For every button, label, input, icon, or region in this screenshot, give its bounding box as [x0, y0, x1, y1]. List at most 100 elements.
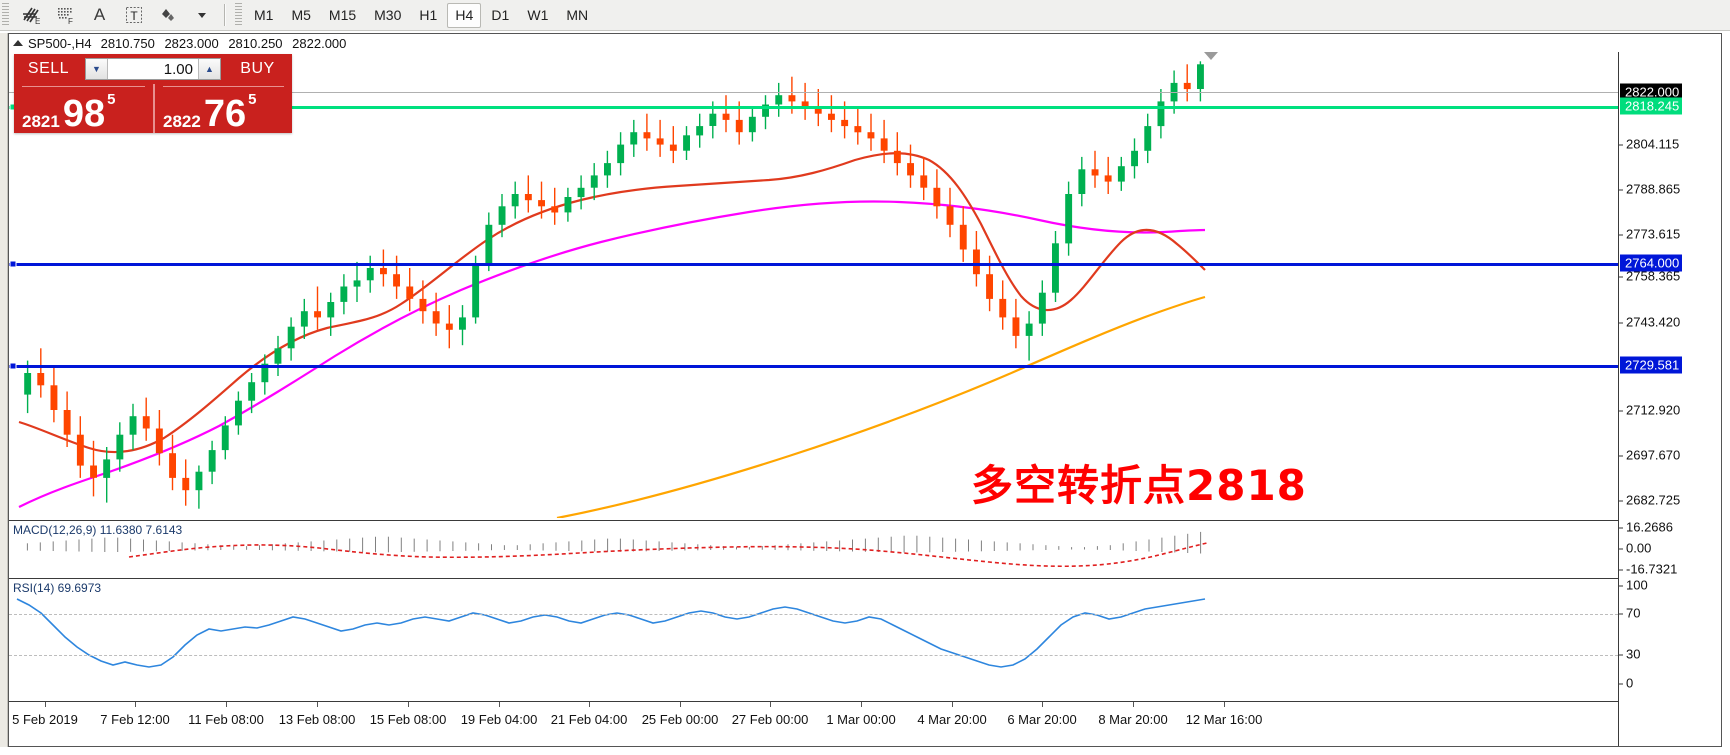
timeframe-h1[interactable]: H1	[419, 7, 438, 23]
ohlc-high: 2823.000	[164, 35, 219, 51]
price-badge: 2818.245	[1620, 97, 1683, 115]
timeframe-m5[interactable]: M5	[291, 7, 311, 23]
time-scale[interactable]: 5 Feb 2019 7 Feb 12:00 11 Feb 08:00 13 Feb …	[9, 701, 1618, 746]
volume-stepper[interactable]: ▼ 1.00 ▲	[85, 58, 221, 80]
svg-text:F: F	[68, 17, 73, 26]
timeframe-m30[interactable]: M30	[374, 7, 402, 23]
time-label: 25 Feb 00:00	[641, 712, 719, 727]
text-icon[interactable]: A	[93, 5, 106, 24]
macd-pane[interactable]: MACD(12,26,9) 11.6380 7.6143	[9, 520, 1618, 577]
rsi-level-70-line	[9, 614, 1618, 615]
svg-text:T: T	[130, 9, 138, 23]
toolbar-grip[interactable]	[2, 3, 9, 27]
one-click-trading-panel[interactable]: SELL ▼ 1.00 ▲ BUY 2821 98 5 2822 76 5	[14, 54, 292, 133]
ma-fast-red	[18, 152, 1206, 454]
time-label: 1 Mar 00:00	[826, 712, 896, 727]
price-tick: 2804.115	[1619, 137, 1679, 152]
time-tick	[952, 702, 953, 707]
sell-button[interactable]: SELL	[27, 60, 70, 77]
time-tick	[1133, 702, 1134, 707]
time-label: 5 Feb 2019	[12, 712, 78, 727]
indicator-tick: -16.7321	[1619, 562, 1677, 577]
ohlc-open: 2810.750	[100, 35, 155, 51]
ma-medium-magenta	[18, 200, 1206, 508]
price-tick: 2682.725	[1619, 493, 1680, 508]
buy-price-main: 76	[203, 92, 247, 135]
ohlc-close: 2822.000	[292, 35, 347, 51]
rsi-level-30-line	[9, 655, 1618, 656]
indicator-tick: 100	[1619, 578, 1648, 593]
indicators-icon[interactable]: E	[16, 2, 47, 29]
chart-area[interactable]: SP500-,H4 2810.750 2823.000 2810.250 282…	[8, 33, 1722, 747]
timeframe-m1[interactable]: M1	[254, 7, 274, 23]
indicator-tick: 16.2686	[1619, 520, 1673, 535]
time-label: 19 Feb 04:00	[460, 712, 538, 727]
text-label-icon[interactable]: T	[118, 2, 149, 29]
support-line-2729	[9, 365, 1618, 368]
price-chart-svg	[18, 61, 1206, 518]
rsi-pane[interactable]: RSI(14) 69.6973	[9, 578, 1618, 700]
svg-text:E: E	[35, 17, 40, 26]
blue-line-anchor-2[interactable]	[9, 362, 17, 370]
timeframe-w1[interactable]: W1	[527, 7, 549, 23]
sell-price-block[interactable]: 2821 98 5	[14, 84, 153, 133]
time-tick	[45, 702, 46, 707]
timeframe-grip[interactable]	[235, 3, 242, 27]
collapse-caret-icon[interactable]	[13, 40, 23, 46]
time-tick	[226, 702, 227, 707]
time-label: 4 Mar 20:00	[917, 712, 987, 727]
price-tick: 2773.615	[1619, 227, 1680, 242]
volume-input[interactable]: 1.00	[163, 60, 193, 78]
objects-icon[interactable]	[152, 2, 183, 29]
macd-label: MACD(12,26,9) 11.6380 7.6143	[13, 523, 183, 537]
price-scale[interactable]: 2804.115 2788.865 2773.615 2758.365 2743.420…	[1618, 52, 1721, 746]
time-label: 11 Feb 08:00	[188, 712, 264, 727]
main-toolbar: E F A	[0, 0, 1730, 31]
buy-price-integer: 2822	[163, 112, 201, 131]
price-tick: 2758.365	[1619, 269, 1680, 284]
chart-annotation-text: 多空转折点2818	[971, 461, 1307, 510]
timeframe-mn[interactable]: MN	[566, 7, 589, 23]
ohlc-low: 2810.250	[228, 35, 283, 51]
time-tick	[1224, 702, 1225, 707]
buy-button[interactable]: BUY	[240, 60, 275, 77]
grid-icon[interactable]: F	[50, 2, 81, 29]
timeframe-m15[interactable]: M15	[328, 7, 357, 23]
time-label: 15 Feb 08:00	[369, 712, 447, 727]
indicator-tick: 0.00	[1619, 541, 1651, 556]
blue-line-anchor-1[interactable]	[9, 260, 17, 268]
time-tick	[317, 702, 318, 707]
volume-increase-icon[interactable]: ▲	[198, 59, 220, 79]
current-price-line	[9, 92, 1618, 93]
ma-slow-orange	[556, 295, 1206, 518]
time-label: 21 Feb 04:00	[550, 712, 628, 727]
rsi-line	[16, 598, 1206, 668]
price-tick: 2788.865	[1619, 182, 1680, 197]
price-badge: 2764.000	[1620, 254, 1683, 272]
quote-bar: SP500-,H4 2810.750 2823.000 2810.250 282…	[9, 34, 1721, 52]
support-line-2764	[9, 263, 1618, 266]
trade-panel-header: SELL ▼ 1.00 ▲ BUY	[14, 54, 292, 84]
indicator-tick: 30	[1619, 647, 1640, 662]
symbol-label: SP500-,H4	[28, 35, 92, 51]
ohlc-values: 2810.750 2823.000 2810.250 2822.000	[101, 36, 353, 51]
sell-price-main: 98	[62, 92, 106, 135]
buy-price-block[interactable]: 2822 76 5	[153, 84, 292, 133]
time-tick	[408, 702, 409, 707]
macd-histogram	[26, 531, 1202, 554]
time-tick	[499, 702, 500, 707]
volume-decrease-icon[interactable]: ▼	[86, 59, 108, 79]
dropdown-arrow-icon[interactable]	[186, 2, 217, 29]
trade-panel-prices: 2821 98 5 2822 76 5	[14, 84, 292, 133]
price-tick: 2743.420	[1619, 315, 1680, 330]
sell-price-integer: 2821	[22, 112, 60, 131]
time-label: 8 Mar 20:00	[1098, 712, 1168, 727]
macd-chart-svg	[26, 531, 1208, 568]
timeframe-d1[interactable]: D1	[491, 7, 510, 23]
chart-left-scrollbar[interactable]	[0, 33, 8, 747]
indicator-tick: 0	[1619, 676, 1633, 691]
time-label: 27 Feb 00:00	[731, 712, 809, 727]
price-tick: 2712.920	[1619, 403, 1680, 418]
timeframe-h4[interactable]: H4	[447, 2, 482, 28]
